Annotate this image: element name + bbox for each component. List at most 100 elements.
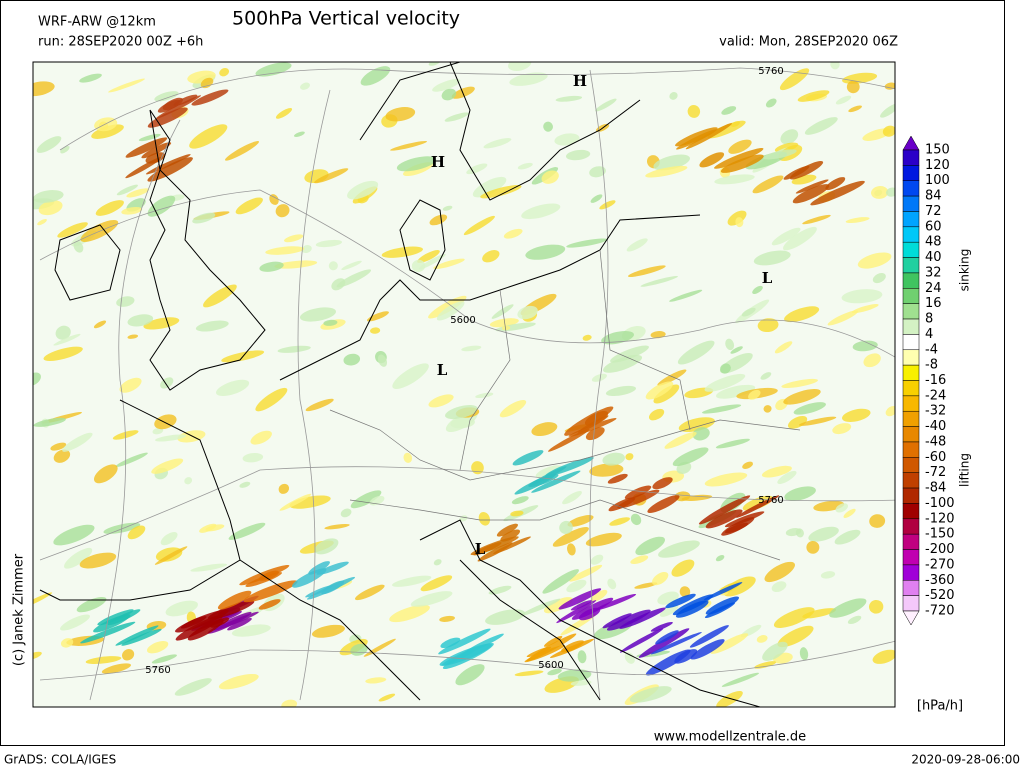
field-blob: [602, 452, 625, 466]
field-blob: [192, 212, 216, 224]
field-blob: [343, 353, 361, 366]
field-blob: [503, 228, 523, 239]
field-core: [720, 154, 764, 173]
field-blob: [33, 81, 55, 97]
field-core: [825, 177, 846, 191]
field-blob: [121, 649, 135, 661]
field-blob: [154, 546, 188, 565]
field-blob: [547, 668, 562, 676]
field-blob: [499, 400, 527, 418]
contour-label: 5600: [538, 660, 563, 671]
pressure-center: H: [431, 153, 445, 171]
field-blob: [508, 62, 532, 72]
colorbar-tick-label: -200: [925, 542, 955, 557]
field-blob: [200, 77, 214, 89]
field-core: [207, 611, 252, 634]
colorbar-swatch: [902, 410, 920, 427]
field-blob: [829, 598, 867, 618]
colorbar: 150120100847260484032241684-4-8-16-24-32…: [902, 135, 955, 626]
field-blob: [595, 98, 617, 112]
field-blob: [672, 447, 709, 467]
colorbar-tick-label: -4: [925, 342, 938, 357]
field-core: [638, 628, 690, 658]
colorbar-swatch: [902, 441, 920, 458]
field-blob: [501, 325, 511, 331]
field-blob: [565, 149, 591, 161]
field-blob: [591, 373, 607, 382]
field-blob: [651, 571, 669, 586]
field-blob: [784, 306, 820, 323]
field-blob: [590, 589, 608, 602]
field-blob: [350, 490, 382, 509]
field-core: [714, 148, 764, 169]
field-blob: [562, 491, 582, 505]
field-blob: [442, 205, 453, 211]
field-blob: [609, 517, 630, 526]
field-blob: [64, 547, 93, 569]
field-blob: [589, 463, 624, 477]
field-core: [191, 89, 229, 106]
colorbar-swatch: [902, 272, 920, 289]
field-blob: [773, 607, 815, 629]
field-blob: [43, 346, 83, 362]
colorbar-swatch: [902, 180, 920, 197]
field-blob: [754, 661, 777, 669]
field-blob: [659, 604, 679, 617]
field-blob: [543, 121, 553, 132]
colorbar-swatch: [902, 211, 920, 228]
field-blob: [624, 652, 635, 664]
colorbar-tick-label: 24: [925, 281, 942, 296]
colorbar-tick-label: -270: [925, 557, 955, 572]
field-blob: [390, 140, 428, 151]
field-blob: [323, 319, 338, 326]
field-core: [115, 625, 159, 646]
field-blob: [658, 540, 700, 558]
field-blob: [255, 387, 288, 412]
field-blob: [650, 331, 666, 339]
field-core: [549, 638, 594, 659]
colorbar-swatch: [902, 580, 920, 596]
field-core: [524, 644, 566, 663]
field-blob: [101, 663, 132, 674]
field-blob: [846, 80, 860, 94]
field-blob: [255, 62, 292, 77]
field-blob: [857, 252, 892, 269]
field-blob: [827, 310, 859, 326]
field-blob: [259, 261, 284, 272]
field-blob: [782, 226, 817, 251]
field-core: [175, 615, 224, 641]
field-blob: [645, 165, 688, 178]
colorbar-tick-label: 40: [925, 250, 942, 265]
field-blob: [841, 289, 883, 304]
field-core: [699, 152, 725, 168]
field-core: [672, 594, 714, 616]
field-blob: [381, 246, 423, 258]
field-blob: [793, 402, 826, 415]
field-blob: [741, 307, 756, 317]
field-blob: [582, 334, 592, 341]
field-blob: [752, 175, 784, 194]
field-blob: [76, 596, 107, 613]
field-blob: [756, 635, 768, 643]
field-blob: [799, 647, 809, 661]
field-blob: [455, 664, 485, 686]
field-blob: [525, 244, 566, 260]
field-blob: [360, 66, 391, 86]
field-blob: [847, 615, 862, 625]
colorbar-swatch: [902, 241, 920, 258]
field-blob: [721, 106, 737, 115]
field-blob: [478, 511, 491, 526]
software-label: GrADS: COLA/IGES: [4, 753, 116, 767]
field-core: [107, 609, 141, 626]
field-core: [305, 585, 333, 598]
field-blob: [428, 394, 454, 408]
height-contours: [39, 67, 895, 701]
field-blob: [294, 131, 305, 137]
colorbar-swatch: [902, 487, 920, 504]
contour-label: 5760: [758, 495, 783, 506]
field-blob: [433, 559, 442, 566]
field-blob: [520, 598, 561, 616]
field-core: [321, 580, 345, 595]
field-blob: [429, 214, 448, 226]
colorbar-swatch: [902, 595, 920, 612]
